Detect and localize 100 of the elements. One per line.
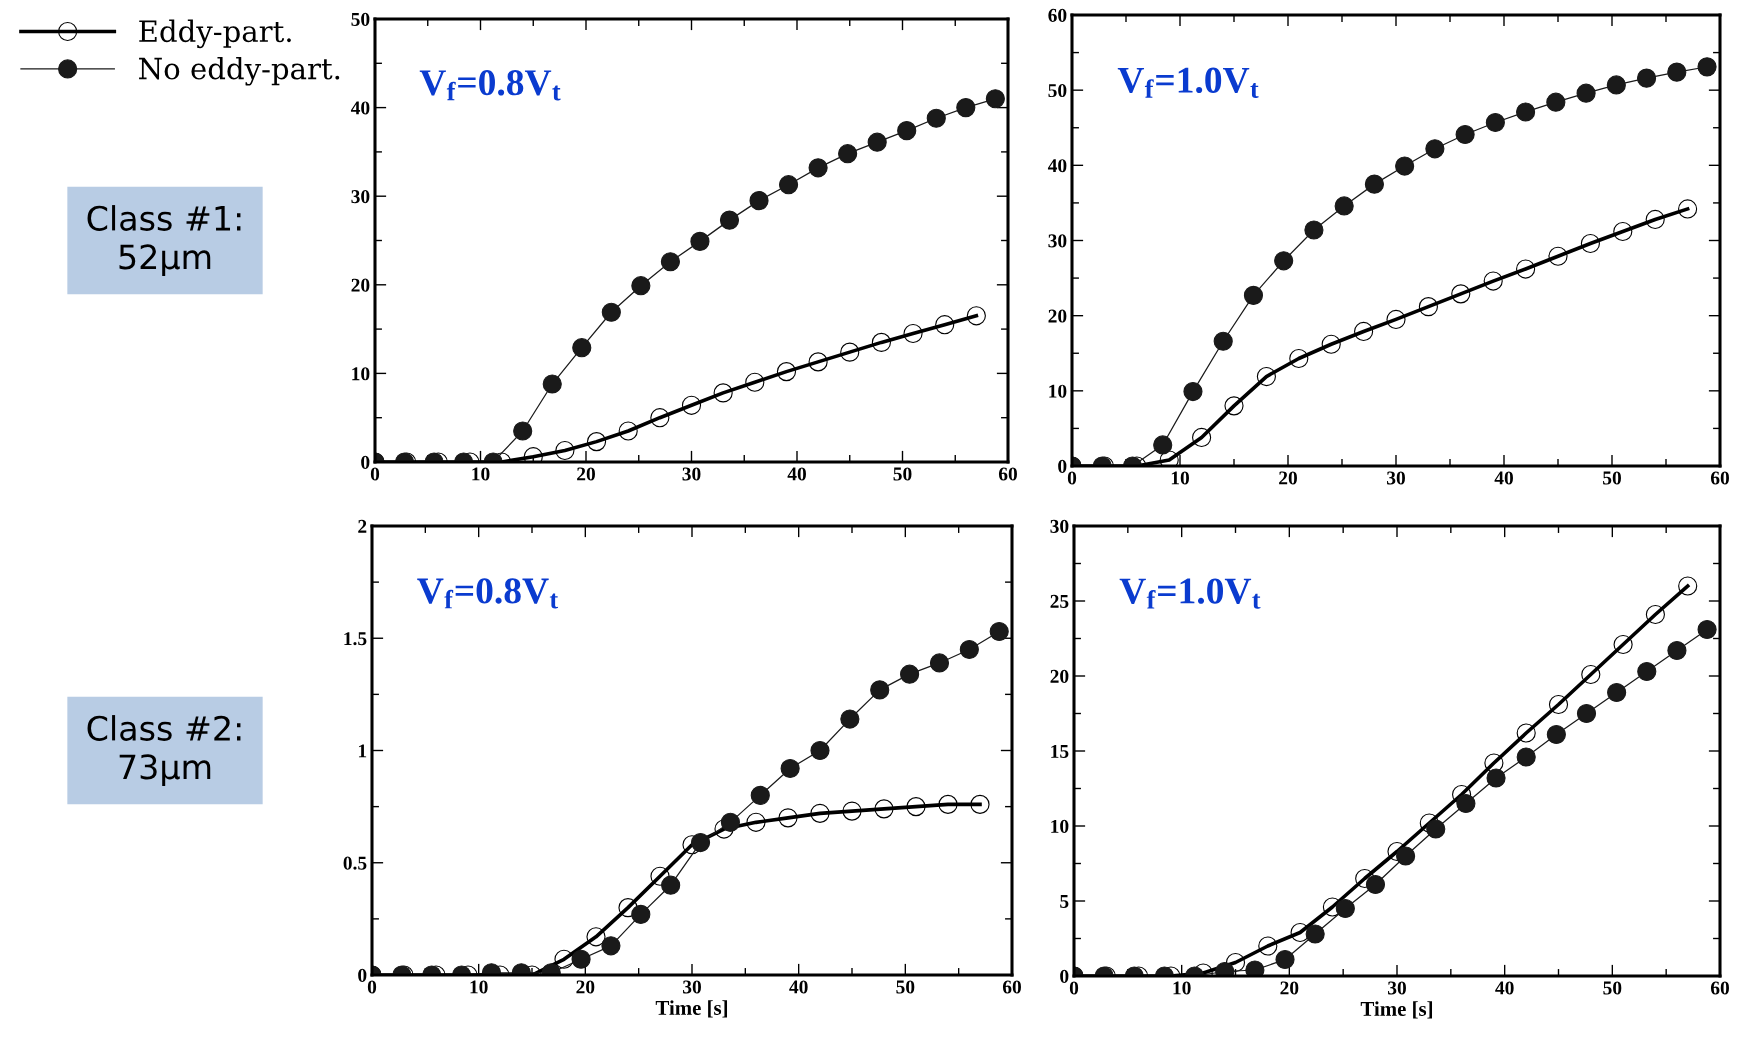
point [1455,124,1475,145]
point [897,121,917,141]
y-tick-label: 1 [358,744,367,758]
point [1645,604,1665,625]
point [1667,640,1687,661]
x-tick-label: 10 [472,467,490,481]
point [1546,92,1566,112]
point [1192,427,1212,448]
y-tick-label: 30 [1050,519,1069,533]
x-tick-label: 10 [1171,471,1189,485]
y-tick-label: 10 [1049,384,1067,398]
x-tick-label: 20 [1279,471,1297,485]
point [1396,846,1416,866]
x-tick-label: 20 [576,980,595,994]
point [713,383,733,403]
x-tick-label: 10 [1173,981,1191,995]
point [1606,75,1626,95]
point [1548,246,1568,266]
x-tick-label: 30 [683,980,701,994]
point [1451,284,1471,304]
point [513,421,533,441]
y-tick-label: 5 [1060,895,1069,908]
y-tick-label: 20 [351,278,370,292]
point [1321,334,1341,354]
y-tick-label: 25 [1050,594,1069,608]
y-tick-label: 30 [1048,234,1067,248]
x-tick-label: 50 [893,467,912,481]
point [572,338,592,358]
x-tick-label: 40 [789,980,808,994]
y-tick-label: 20 [1048,309,1067,323]
point [1516,259,1536,279]
point [1425,139,1445,159]
x-tick-label: 50 [1603,471,1621,485]
point [1580,233,1600,254]
x-tick-label: 60 [1002,980,1021,994]
point [1678,199,1698,219]
x-tick-label: 40 [1494,471,1513,485]
point [1697,619,1717,640]
point [1386,309,1406,330]
x-tick-label: 60 [998,467,1017,481]
x-tick-label: 20 [1280,981,1299,995]
point [1364,174,1384,194]
y-tick-label: 2 [358,519,367,533]
point [1289,348,1309,369]
text: Class #1: 52µm [87,205,241,276]
point [776,362,797,382]
x-tick-label: 50 [1603,981,1622,995]
y-tick-label: 50 [351,12,370,26]
point [1613,634,1633,655]
point [985,89,1005,109]
y-tick-label: 30 [351,190,370,204]
point [838,144,858,164]
point [1607,682,1627,703]
point [631,276,651,296]
point [586,432,607,452]
point [1395,156,1415,176]
point [1305,924,1325,944]
point [1516,723,1536,743]
y-tick-label: 50 [1048,83,1067,98]
y-tick-label: 60 [1048,8,1067,22]
point [1243,285,1264,305]
point [808,352,828,372]
x-tick-label: 60 [1710,981,1729,995]
annotation: V$_{f}$=0.8V$_{t}$ [417,578,559,609]
y-tick-label: 10 [1051,819,1069,833]
point [1485,112,1505,133]
point [542,374,562,394]
point [650,408,670,428]
y-tick-label: 40 [350,101,370,115]
x-tick-label: 30 [1387,471,1405,485]
point [1153,435,1173,455]
point [1645,209,1665,230]
point [1637,661,1657,682]
point [1581,664,1601,685]
point [1484,753,1504,773]
point [1274,251,1294,271]
text: Class #2: 73µm [87,715,241,786]
x-tick-label: 20 [577,467,595,481]
point [1576,703,1597,724]
y-tick-label: 1.5 [344,632,367,646]
y-tick-label: 0 [358,968,367,982]
point [1516,747,1536,767]
point [660,252,680,272]
legend-label: No eddy-part. [139,56,340,86]
point [1418,297,1438,317]
x-tick-label: 60 [1710,471,1729,485]
point [1213,331,1233,351]
x-tick-label: 50 [896,980,915,994]
point [1426,819,1446,839]
point [1576,83,1596,103]
x-tick-label: 0 [370,467,380,481]
point [1258,936,1278,956]
point [555,440,575,461]
point [926,108,946,128]
point [1667,62,1687,82]
y-tick-label: 40 [1047,159,1067,173]
x-tick-label: 10 [470,980,488,994]
point [1486,768,1506,788]
x-tick-label: 30 [1388,981,1406,995]
point [1355,868,1375,889]
